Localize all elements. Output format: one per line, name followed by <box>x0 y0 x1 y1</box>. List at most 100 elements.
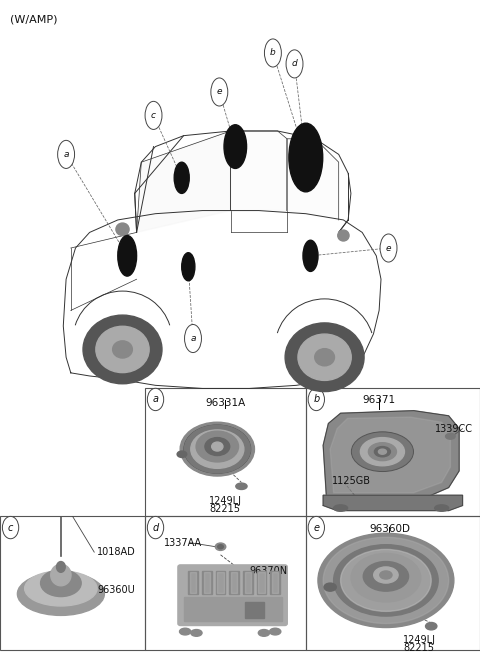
Circle shape <box>184 325 202 353</box>
Ellipse shape <box>315 349 335 366</box>
Ellipse shape <box>318 533 454 627</box>
Text: b: b <box>270 49 276 57</box>
Bar <box>270 571 280 594</box>
Ellipse shape <box>116 223 129 236</box>
Polygon shape <box>137 131 230 233</box>
Ellipse shape <box>311 166 320 181</box>
Text: 96360D: 96360D <box>369 524 410 534</box>
Ellipse shape <box>360 438 405 466</box>
Text: d: d <box>292 59 298 68</box>
Ellipse shape <box>51 564 71 586</box>
Bar <box>188 571 198 594</box>
Bar <box>0 516 145 650</box>
Circle shape <box>211 78 228 106</box>
Ellipse shape <box>185 426 250 473</box>
Ellipse shape <box>57 562 65 572</box>
Circle shape <box>58 141 74 168</box>
Ellipse shape <box>41 570 81 597</box>
Bar <box>217 572 224 593</box>
Bar <box>245 572 251 593</box>
Ellipse shape <box>378 449 386 454</box>
Text: a: a <box>190 334 196 343</box>
Text: 1125GB: 1125GB <box>332 476 371 486</box>
Ellipse shape <box>180 422 254 476</box>
Text: (W/AMP): (W/AMP) <box>10 14 57 24</box>
Ellipse shape <box>191 430 244 468</box>
Ellipse shape <box>368 443 396 461</box>
Ellipse shape <box>218 545 223 549</box>
Circle shape <box>308 516 324 539</box>
Text: b: b <box>313 394 320 405</box>
Ellipse shape <box>324 583 336 591</box>
Polygon shape <box>230 131 287 211</box>
FancyBboxPatch shape <box>178 565 287 625</box>
Ellipse shape <box>270 628 281 635</box>
Text: e: e <box>386 244 391 252</box>
Ellipse shape <box>118 236 137 276</box>
Ellipse shape <box>323 537 449 623</box>
Circle shape <box>2 516 19 539</box>
Circle shape <box>286 50 303 78</box>
Ellipse shape <box>83 315 162 384</box>
Bar <box>306 388 480 516</box>
Ellipse shape <box>338 230 349 241</box>
Text: 1249LJ: 1249LJ <box>209 496 242 506</box>
Text: 96331A: 96331A <box>205 398 245 408</box>
Bar <box>190 572 196 593</box>
Ellipse shape <box>182 253 195 281</box>
Text: c: c <box>8 522 13 533</box>
Ellipse shape <box>426 622 437 630</box>
Ellipse shape <box>363 562 408 591</box>
Ellipse shape <box>212 442 223 451</box>
Circle shape <box>145 101 162 129</box>
Polygon shape <box>323 411 459 501</box>
Text: 96360U: 96360U <box>97 585 135 595</box>
Ellipse shape <box>374 567 398 583</box>
Text: a: a <box>63 150 69 159</box>
Polygon shape <box>323 495 463 510</box>
Text: 1337AA: 1337AA <box>164 537 203 548</box>
Ellipse shape <box>236 483 247 489</box>
Text: 82215: 82215 <box>404 643 434 653</box>
Ellipse shape <box>113 341 132 358</box>
Circle shape <box>264 39 281 67</box>
Ellipse shape <box>334 545 438 616</box>
Circle shape <box>308 388 324 411</box>
Circle shape <box>380 234 397 262</box>
Ellipse shape <box>353 503 363 509</box>
Text: a: a <box>153 394 158 405</box>
Ellipse shape <box>352 432 412 471</box>
Text: 1339CC: 1339CC <box>435 424 473 434</box>
Ellipse shape <box>191 629 202 636</box>
Ellipse shape <box>289 124 323 192</box>
Ellipse shape <box>216 543 226 551</box>
Ellipse shape <box>258 629 270 636</box>
Bar <box>216 571 226 594</box>
Ellipse shape <box>445 434 455 439</box>
Bar <box>183 597 282 621</box>
Text: 1249LJ: 1249LJ <box>403 635 435 645</box>
Text: 96371: 96371 <box>362 396 396 405</box>
Ellipse shape <box>205 438 230 455</box>
Bar <box>243 571 252 594</box>
Ellipse shape <box>380 571 392 579</box>
Text: 82215: 82215 <box>210 504 241 514</box>
Ellipse shape <box>17 572 104 616</box>
Bar <box>229 571 239 594</box>
Ellipse shape <box>174 162 189 193</box>
Polygon shape <box>330 417 450 493</box>
Ellipse shape <box>351 553 421 602</box>
Bar <box>272 572 278 593</box>
Polygon shape <box>287 139 339 220</box>
Bar <box>231 572 238 593</box>
Bar <box>204 572 210 593</box>
Ellipse shape <box>180 628 191 635</box>
Circle shape <box>147 388 164 411</box>
Text: d: d <box>152 522 159 533</box>
Bar <box>202 571 212 594</box>
Text: c: c <box>151 111 156 120</box>
Ellipse shape <box>56 507 66 514</box>
Ellipse shape <box>196 431 239 462</box>
Bar <box>257 571 266 594</box>
Text: e: e <box>313 522 319 533</box>
